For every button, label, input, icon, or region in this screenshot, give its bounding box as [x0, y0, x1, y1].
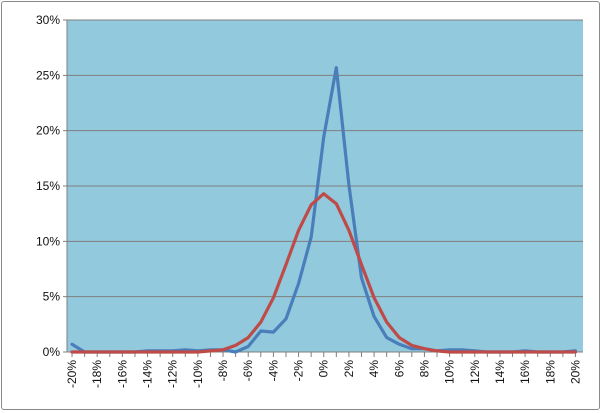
- x-tick-label: -2%: [292, 360, 306, 382]
- y-tick-label: 25%: [36, 68, 60, 82]
- x-tick-label: 8%: [417, 360, 431, 378]
- x-tick-label: 20%: [568, 360, 582, 384]
- y-tick-label: 30%: [36, 13, 60, 27]
- x-tick-label: -10%: [191, 360, 205, 388]
- x-tick-label: 14%: [493, 360, 507, 384]
- x-tick-label: -16%: [115, 360, 129, 388]
- y-tick-label: 20%: [36, 124, 60, 138]
- x-tick-label: -12%: [166, 360, 180, 388]
- x-tick-label: 4%: [367, 360, 381, 378]
- x-tick-label: -4%: [266, 360, 280, 382]
- x-tick-label: -20%: [65, 360, 79, 388]
- x-tick-label: 10%: [443, 360, 457, 384]
- x-tick-label: -18%: [90, 360, 104, 388]
- line-chart: 0% 5% 10% 15% 20% 25% 30% -20% -18% -16% -14% -12%…: [36, 13, 583, 388]
- x-tick-label: 2%: [342, 360, 356, 378]
- y-tick-label: 15%: [36, 179, 60, 193]
- y-tick-label: 0%: [43, 345, 61, 359]
- x-tick-label: 6%: [392, 360, 406, 378]
- series-line-red: [70, 192, 578, 354]
- series-lines: [70, 65, 578, 354]
- x-tick-label: -8%: [216, 360, 230, 382]
- y-tick-label: 5%: [43, 290, 61, 304]
- x-tick-label: 12%: [468, 360, 482, 384]
- y-axis-tick-labels: 0% 5% 10% 15% 20% 25% 30%: [36, 13, 60, 359]
- x-axis-tick-labels: -20% -18% -16% -14% -12% -10% -8% -6% -4% -2% 0% 2%…: [65, 360, 582, 388]
- x-tick-label: 18%: [543, 360, 557, 384]
- x-tick-label: -14%: [141, 360, 155, 388]
- x-tick-label: 16%: [518, 360, 532, 384]
- x-tick-label: 0%: [317, 360, 331, 378]
- x-tick-label: -6%: [241, 360, 255, 382]
- y-tick-label: 10%: [36, 234, 60, 248]
